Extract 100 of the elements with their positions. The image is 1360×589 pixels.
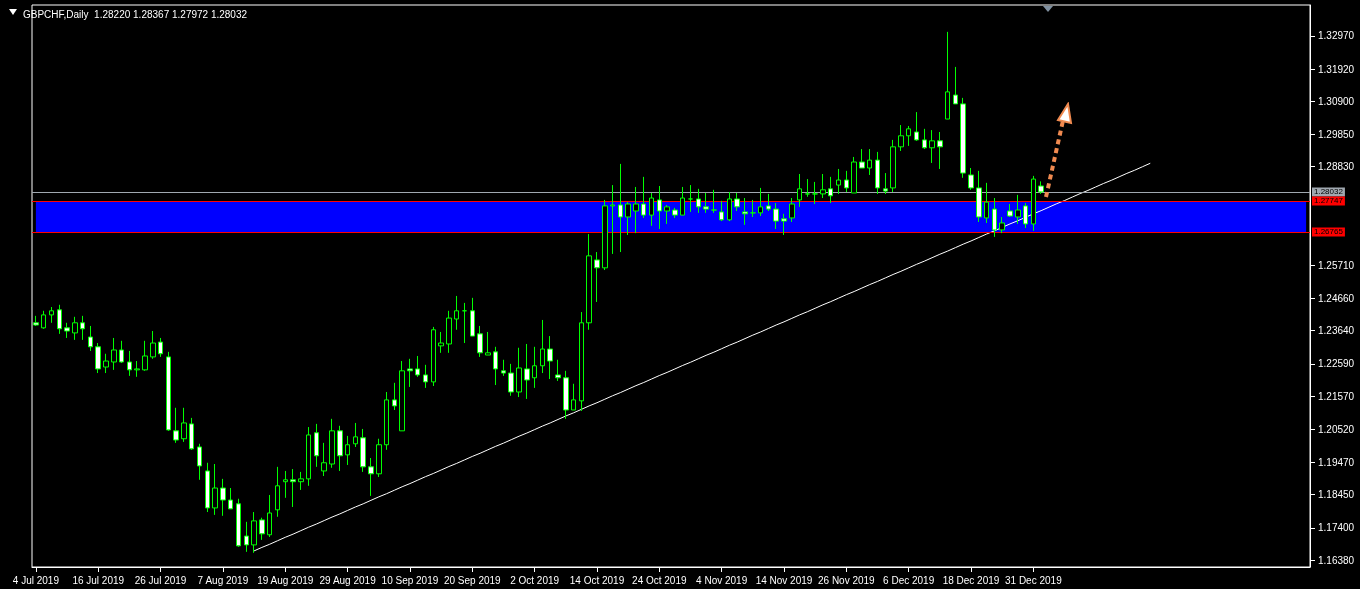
- candlestick: [844, 170, 849, 193]
- candlestick: [134, 360, 140, 378]
- candlestick: [867, 148, 872, 176]
- candlestick: [501, 359, 506, 377]
- candlestick: [321, 442, 327, 477]
- candlestick: [158, 337, 163, 358]
- candlestick: [368, 457, 374, 497]
- candlestick: [95, 342, 101, 374]
- candlestick: [937, 131, 943, 170]
- candlestick: [906, 125, 911, 147]
- candlestick: [228, 487, 233, 510]
- x-tick-label: 14 Nov 2019: [755, 574, 813, 586]
- candlestick: [1038, 180, 1044, 195]
- chart-title: GBPCHF,Daily 1.28220 1.28367 1.27972 1.28032: [23, 8, 248, 20]
- candlestick: [251, 511, 257, 554]
- candlestick: [205, 462, 210, 513]
- x-tick-label: 18 Dec 2019: [942, 574, 1000, 586]
- candlestick: [1015, 194, 1021, 225]
- candlestick: [80, 315, 85, 341]
- candlestick: [88, 325, 93, 352]
- y-tick-label: 1.17400: [1318, 522, 1355, 534]
- y-tick-label: 1.19470: [1318, 456, 1355, 468]
- candlestick: [41, 310, 46, 330]
- y-tick-label: 1.18450: [1318, 489, 1355, 501]
- y-tick-label: 1.31920: [1318, 63, 1355, 75]
- candlestick: [72, 316, 78, 341]
- candlestick: [119, 340, 124, 364]
- x-tick-label: 31 Dec 2019: [1005, 574, 1063, 586]
- candlestick: [563, 370, 569, 420]
- candlestick: [127, 350, 132, 377]
- candlestick: [493, 346, 498, 386]
- y-tick-label: 1.23640: [1318, 325, 1355, 337]
- candlestick: [462, 302, 467, 344]
- candlestick: [703, 192, 709, 214]
- candlestick: [376, 438, 382, 478]
- x-tick-label: 29 Aug 2019: [319, 574, 377, 586]
- candlestick: [524, 343, 530, 400]
- candlestick: [727, 191, 732, 222]
- candlestick: [914, 111, 919, 142]
- candlestick: [898, 124, 904, 152]
- candlestick: [508, 363, 514, 397]
- candlestick: [696, 188, 701, 214]
- candlestick: [64, 322, 70, 339]
- x-tick-label: 24 Oct 2019: [632, 574, 687, 586]
- candlestick: [1007, 203, 1013, 218]
- candlestick: [259, 517, 265, 541]
- candlestick: [976, 170, 982, 223]
- y-tick-label: 1.24660: [1318, 292, 1355, 304]
- candlestick: [672, 207, 678, 219]
- candlestick: [290, 468, 296, 508]
- candlestick: [477, 325, 483, 358]
- candlestick: [828, 176, 833, 204]
- candlestick: [812, 181, 818, 205]
- candlestick: [820, 173, 826, 199]
- candlestick: [407, 358, 413, 388]
- x-tick-label: 20 Sep 2019: [443, 574, 502, 586]
- candlestick: [275, 466, 280, 518]
- candlestick: [875, 151, 880, 195]
- candlestick: [516, 347, 522, 398]
- y-tick-label: 1.30900: [1318, 95, 1355, 107]
- candlestick: [890, 139, 896, 193]
- candlestick: [314, 423, 319, 468]
- candlestick: [1031, 175, 1036, 232]
- x-tick-label: 2 Oct 2019: [510, 574, 560, 586]
- candlestick: [618, 163, 623, 253]
- candlestick: [1023, 202, 1028, 229]
- candlestick: [953, 66, 958, 105]
- y-tick-label: 1.25710: [1318, 259, 1355, 271]
- y-tick-label: 1.32970: [1318, 30, 1355, 42]
- candlestick: [555, 359, 561, 382]
- candlestick: [150, 330, 156, 360]
- candlestick: [446, 310, 452, 354]
- candlestick: [329, 418, 335, 469]
- candlestick: [579, 311, 584, 412]
- x-tick-label: 4 Nov 2019: [696, 574, 748, 586]
- line-series: [253, 162, 1151, 552]
- candlestick: [805, 178, 810, 198]
- candlestick: [711, 189, 717, 214]
- y-tick-label: 1.29850: [1318, 129, 1355, 141]
- candlestick: [859, 148, 865, 169]
- candlestick: [399, 360, 405, 432]
- candlestick: [984, 182, 989, 224]
- ref-line-label: 1.27747: [1314, 196, 1344, 206]
- candlestick: [968, 167, 974, 191]
- candlestick: [353, 422, 358, 448]
- candlestick: [610, 184, 615, 255]
- candlestick: [189, 417, 194, 451]
- y-tick-label: 1.22590: [1318, 358, 1355, 370]
- candlestick: [197, 443, 202, 481]
- candlestick: [360, 428, 366, 473]
- x-tick-label: 6 Dec 2019: [883, 574, 935, 586]
- candlestick: [836, 168, 841, 195]
- candlestick: [781, 213, 787, 236]
- candlestick: [851, 156, 857, 194]
- x-tick-label: 7 Aug 2019: [197, 574, 249, 586]
- y-tick-label: 1.28830: [1318, 161, 1355, 173]
- x-tick-label: 16 Jul 2019: [72, 574, 125, 586]
- candlestick: [220, 478, 226, 517]
- candlestick: [540, 319, 545, 374]
- y-tick-label: 1.20520: [1318, 423, 1355, 435]
